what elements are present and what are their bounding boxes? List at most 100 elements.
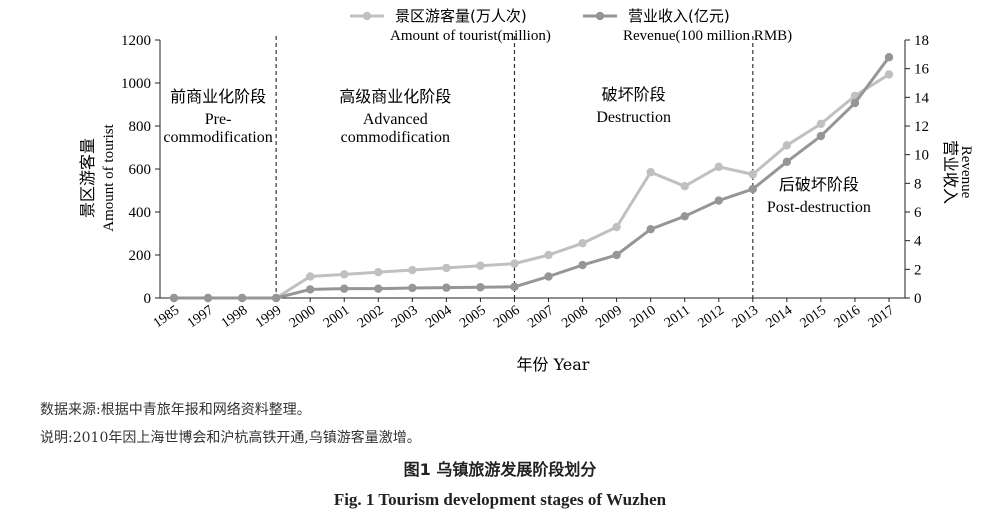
stage-label-cn: 破坏阶段 — [602, 85, 666, 104]
y-tick-label: 200 — [129, 248, 152, 264]
y-axis-label-right: 营业收入 Revenue — [941, 140, 974, 204]
data-point-tourists — [476, 261, 485, 270]
x-tick-label: 2014 — [764, 303, 796, 331]
y2-tick-label: 14 — [914, 90, 930, 106]
y-tick-label: 0 — [144, 291, 152, 307]
stage-label-en: commodification — [163, 129, 272, 146]
legend-swatch-marker — [362, 11, 372, 21]
x-axis: 1985 1997 1998 1999 2000 2001 2002 2003 2004 2005… — [151, 297, 905, 331]
y-axis-label-left: 景区游客量 Amount of tourist — [78, 123, 117, 231]
data-point-revenue — [510, 282, 519, 292]
data-point-tourists — [748, 170, 758, 179]
x-axis-label: 年份 Year — [517, 355, 590, 374]
x-tick-label: 1985 — [151, 303, 183, 331]
y-tick-label: 400 — [129, 205, 152, 221]
legend-label-en: Amount of tourist(million) — [390, 28, 551, 44]
data-point-tourists — [612, 222, 621, 232]
y-axis-label-en: Amount of tourist — [101, 123, 117, 231]
data-point-revenue — [271, 293, 281, 303]
data-point-revenue — [612, 250, 621, 260]
x-tick-label: 2004 — [423, 303, 455, 331]
x-tick-label: 2013 — [730, 303, 762, 331]
y-tick-label: 1000 — [121, 76, 151, 92]
data-point-revenue — [237, 293, 247, 303]
data-point-revenue — [680, 212, 689, 221]
legend: 景区游客量(万人次) Amount of tourist(million) 营业收入… — [350, 7, 792, 44]
stage-label-cn: 前商业化阶段 — [170, 87, 266, 106]
data-point-tourists — [374, 268, 383, 277]
x-tick-label: 2003 — [389, 303, 421, 331]
x-tick-label: 2001 — [321, 303, 353, 331]
data-point-revenue — [578, 260, 587, 270]
data-point-revenue — [442, 283, 451, 292]
data-point-tourists — [442, 263, 451, 273]
y-tick-label: 800 — [129, 119, 152, 135]
x-tick-label: 2000 — [287, 303, 319, 331]
x-tick-label: 2008 — [559, 303, 591, 331]
data-point-revenue — [646, 225, 655, 234]
stage-labels: 前商业化阶段 Pre-commodification 高级商业化阶段 Advanced… — [163, 85, 870, 216]
y2-axis-label-en: Revenue — [958, 146, 974, 199]
data-point-tourists — [544, 250, 553, 260]
stage-label-cn: 后破坏阶段 — [779, 175, 859, 194]
x-tick-label: 2007 — [525, 303, 557, 331]
data-point-revenue — [476, 283, 485, 292]
x-tick-label: 2006 — [491, 303, 523, 331]
x-tick-label: 2005 — [457, 303, 489, 331]
y-axis-left: 0 200 400 600 800 1000 1200 — [121, 33, 161, 307]
y2-tick-label: 18 — [914, 33, 929, 49]
y-axis-right: 0 2 4 6 8 10 12 14 16 18 — [904, 33, 930, 307]
y2-tick-label: 8 — [914, 176, 922, 192]
y2-tick-label: 10 — [914, 148, 929, 164]
x-tick-label: 2010 — [627, 303, 659, 331]
y2-tick-label: 0 — [914, 291, 922, 307]
data-point-revenue — [748, 184, 758, 194]
data-point-tourists — [305, 272, 315, 281]
stage-label-en: Post-destruction — [767, 199, 871, 216]
series-layer — [169, 53, 894, 303]
data-point-revenue — [714, 196, 723, 205]
data-point-revenue — [340, 284, 349, 293]
x-tick-label: 1997 — [185, 303, 217, 331]
data-source-note: 数据来源:根据中青旅年报和网络资料整理。 — [40, 402, 311, 418]
data-point-tourists — [408, 265, 417, 275]
stage-label-en: Pre- — [205, 111, 232, 128]
y2-axis-label-cn: 营业收入 — [941, 140, 960, 204]
data-point-revenue — [782, 157, 792, 167]
data-point-tourists — [714, 162, 723, 172]
data-point-tourists — [816, 119, 826, 129]
x-tick-label: 2017 — [866, 303, 898, 331]
tourism-chart: 1985 1997 1998 1999 2000 2001 2002 2003 2004 2005… — [78, 7, 974, 374]
data-point-revenue — [544, 272, 553, 281]
data-point-revenue — [203, 293, 213, 303]
data-point-revenue — [305, 285, 315, 294]
data-point-revenue — [374, 284, 383, 293]
y-tick-label: 600 — [129, 162, 152, 178]
data-point-tourists — [510, 259, 519, 268]
data-point-revenue — [884, 53, 894, 62]
y2-tick-label: 6 — [914, 205, 922, 221]
x-tick-label: 2011 — [662, 303, 693, 331]
legend-label-cn: 营业收入(亿元) — [628, 7, 730, 25]
legend-label-cn: 景区游客量(万人次) — [395, 7, 527, 25]
x-tick-label: 2016 — [832, 303, 864, 331]
y-tick-label: 1200 — [121, 33, 151, 49]
x-tick-label: 2015 — [798, 303, 830, 331]
stage-label-en: commodification — [341, 129, 450, 146]
legend-swatch-marker — [595, 11, 605, 21]
data-point-tourists — [646, 168, 655, 177]
figure-caption-en: Fig. 1 Tourism development stages of Wuz… — [333, 490, 667, 509]
data-point-revenue — [408, 283, 417, 293]
figure-caption-cn: 图1 乌镇旅游发展阶段划分 — [403, 460, 597, 479]
data-point-revenue — [169, 293, 179, 303]
data-point-tourists — [884, 70, 894, 79]
stage-label-en: Advanced — [363, 111, 428, 128]
y2-tick-label: 12 — [914, 119, 929, 135]
data-point-revenue — [816, 131, 826, 141]
series-line-tourists — [174, 73, 890, 300]
data-point-tourists — [680, 182, 689, 191]
x-tick-label: 1999 — [253, 303, 285, 331]
explanation-note: 说明:2010年因上海世博会和沪杭高铁开通,乌镇游客量激增。 — [40, 430, 421, 446]
stage-label-en: Destruction — [596, 109, 671, 126]
y2-tick-label: 16 — [914, 62, 930, 78]
